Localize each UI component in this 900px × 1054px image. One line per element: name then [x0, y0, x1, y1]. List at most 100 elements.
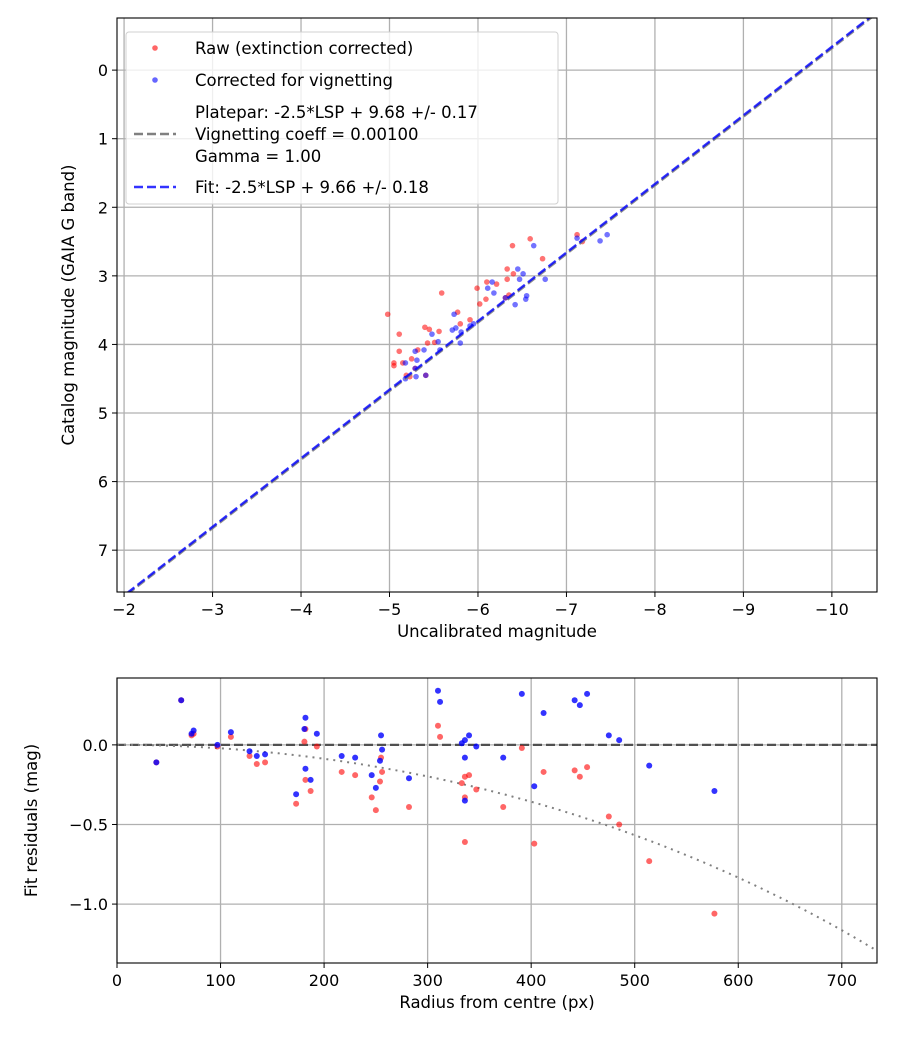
y-tick-label: 5: [98, 404, 108, 423]
data-point: [484, 285, 491, 291]
data-point: [491, 290, 497, 296]
data-point: [584, 690, 591, 697]
legend-marker-raw: [152, 45, 158, 51]
data-point: [512, 301, 518, 308]
fit-line: [126, 18, 871, 592]
data-point: [527, 236, 533, 242]
data-point: [434, 687, 441, 694]
data-point: [711, 910, 718, 917]
data-point: [246, 753, 253, 760]
legend-label: Gamma = 1.00: [195, 147, 321, 166]
data-point: [510, 270, 517, 277]
data-point: [576, 702, 583, 709]
data-point: [518, 690, 525, 697]
data-point: [461, 754, 468, 761]
data-point: [396, 331, 403, 337]
data-point: [422, 324, 428, 331]
plot-area: [117, 687, 877, 951]
data-point: [301, 725, 308, 732]
legend: Raw (extinction corrected) Corrected for …: [125, 31, 559, 205]
data-point: [451, 311, 457, 318]
data-point: [438, 290, 445, 296]
data-point: [405, 775, 412, 782]
y-tick-label: 7: [98, 541, 108, 560]
data-point: [262, 751, 269, 758]
data-point: [523, 292, 530, 299]
y-tick-label: 0.0: [83, 736, 108, 755]
y-tick-label: 2: [98, 198, 108, 217]
y-tick-label: 6: [98, 473, 108, 492]
data-point: [605, 732, 612, 739]
data-point: [422, 372, 429, 379]
data-point: [262, 759, 269, 766]
data-point: [483, 296, 489, 302]
legend-label: Platepar: -2.5*LSP + 9.68 +/- 0.17: [195, 103, 478, 122]
data-point: [502, 294, 509, 301]
data-point: [484, 279, 490, 285]
data-point: [414, 357, 420, 364]
data-point: [500, 754, 507, 761]
x-tick-label: 700: [827, 971, 858, 990]
legend-label: Vignetting coeff = 0.00100: [195, 125, 419, 144]
x-tick-label: 300: [412, 971, 443, 990]
y-tick-label: −1.0: [69, 895, 108, 914]
data-point: [338, 753, 345, 760]
data-point: [571, 767, 578, 774]
y-axis-label: Catalog magnitude (GAIA G band): [59, 165, 78, 446]
data-point: [293, 800, 300, 807]
data-point: [489, 279, 495, 285]
x-tick-label: −10: [815, 600, 849, 619]
axes-frame: [116, 17, 878, 593]
data-point: [576, 773, 583, 780]
data-point: [539, 255, 546, 262]
data-point: [408, 356, 415, 362]
data-point: [313, 730, 320, 737]
data-point: [646, 762, 653, 769]
residuals-plot: 0 100 200 300 400 500 600 700 0.0 −0.5 −1.0 Radius …: [22, 677, 878, 1012]
x-tick-label: −2: [112, 600, 136, 619]
data-point: [301, 738, 308, 745]
data-point: [437, 733, 444, 740]
y-tick-label: 3: [98, 267, 108, 286]
x-tick-label: 600: [723, 971, 754, 990]
data-point: [424, 340, 431, 346]
data-point: [514, 266, 521, 272]
data-point: [413, 373, 419, 380]
legend-label: Corrected for vignetting: [195, 71, 393, 90]
data-point: [368, 794, 375, 801]
data-point: [396, 348, 403, 355]
data-point: [458, 780, 465, 787]
data-point: [540, 768, 547, 775]
data-point: [227, 733, 234, 740]
data-point: [307, 776, 314, 783]
data-point: [616, 737, 623, 744]
data-point: [520, 270, 526, 277]
data-point: [493, 281, 500, 287]
y-tick-label: 1: [98, 130, 108, 149]
data-point: [436, 328, 442, 335]
x-axis-label: Radius from centre (px): [399, 993, 594, 1012]
data-point: [313, 743, 320, 750]
data-point: [604, 231, 610, 238]
legend-label: Fit: -2.5*LSP + 9.66 +/- 0.18: [195, 178, 429, 197]
data-point: [461, 737, 468, 744]
data-point: [711, 788, 718, 795]
x-axis-label: Uncalibrated magnitude: [397, 622, 597, 641]
data-point: [453, 325, 459, 331]
data-point: [646, 858, 653, 865]
y-tick-label: 0: [98, 61, 108, 80]
x-tick-label: −9: [732, 600, 756, 619]
data-point: [293, 791, 300, 798]
data-point: [616, 821, 623, 828]
data-point: [434, 722, 441, 729]
x-tick-label: 400: [516, 971, 547, 990]
data-point: [302, 765, 309, 772]
data-point: [542, 276, 549, 283]
y-tick-label: −0.5: [69, 815, 108, 834]
data-point: [376, 757, 383, 764]
data-point: [504, 266, 510, 272]
data-point: [376, 778, 383, 785]
x-tick-label: 500: [619, 971, 650, 990]
data-point: [379, 768, 386, 775]
data-point: [338, 768, 345, 775]
